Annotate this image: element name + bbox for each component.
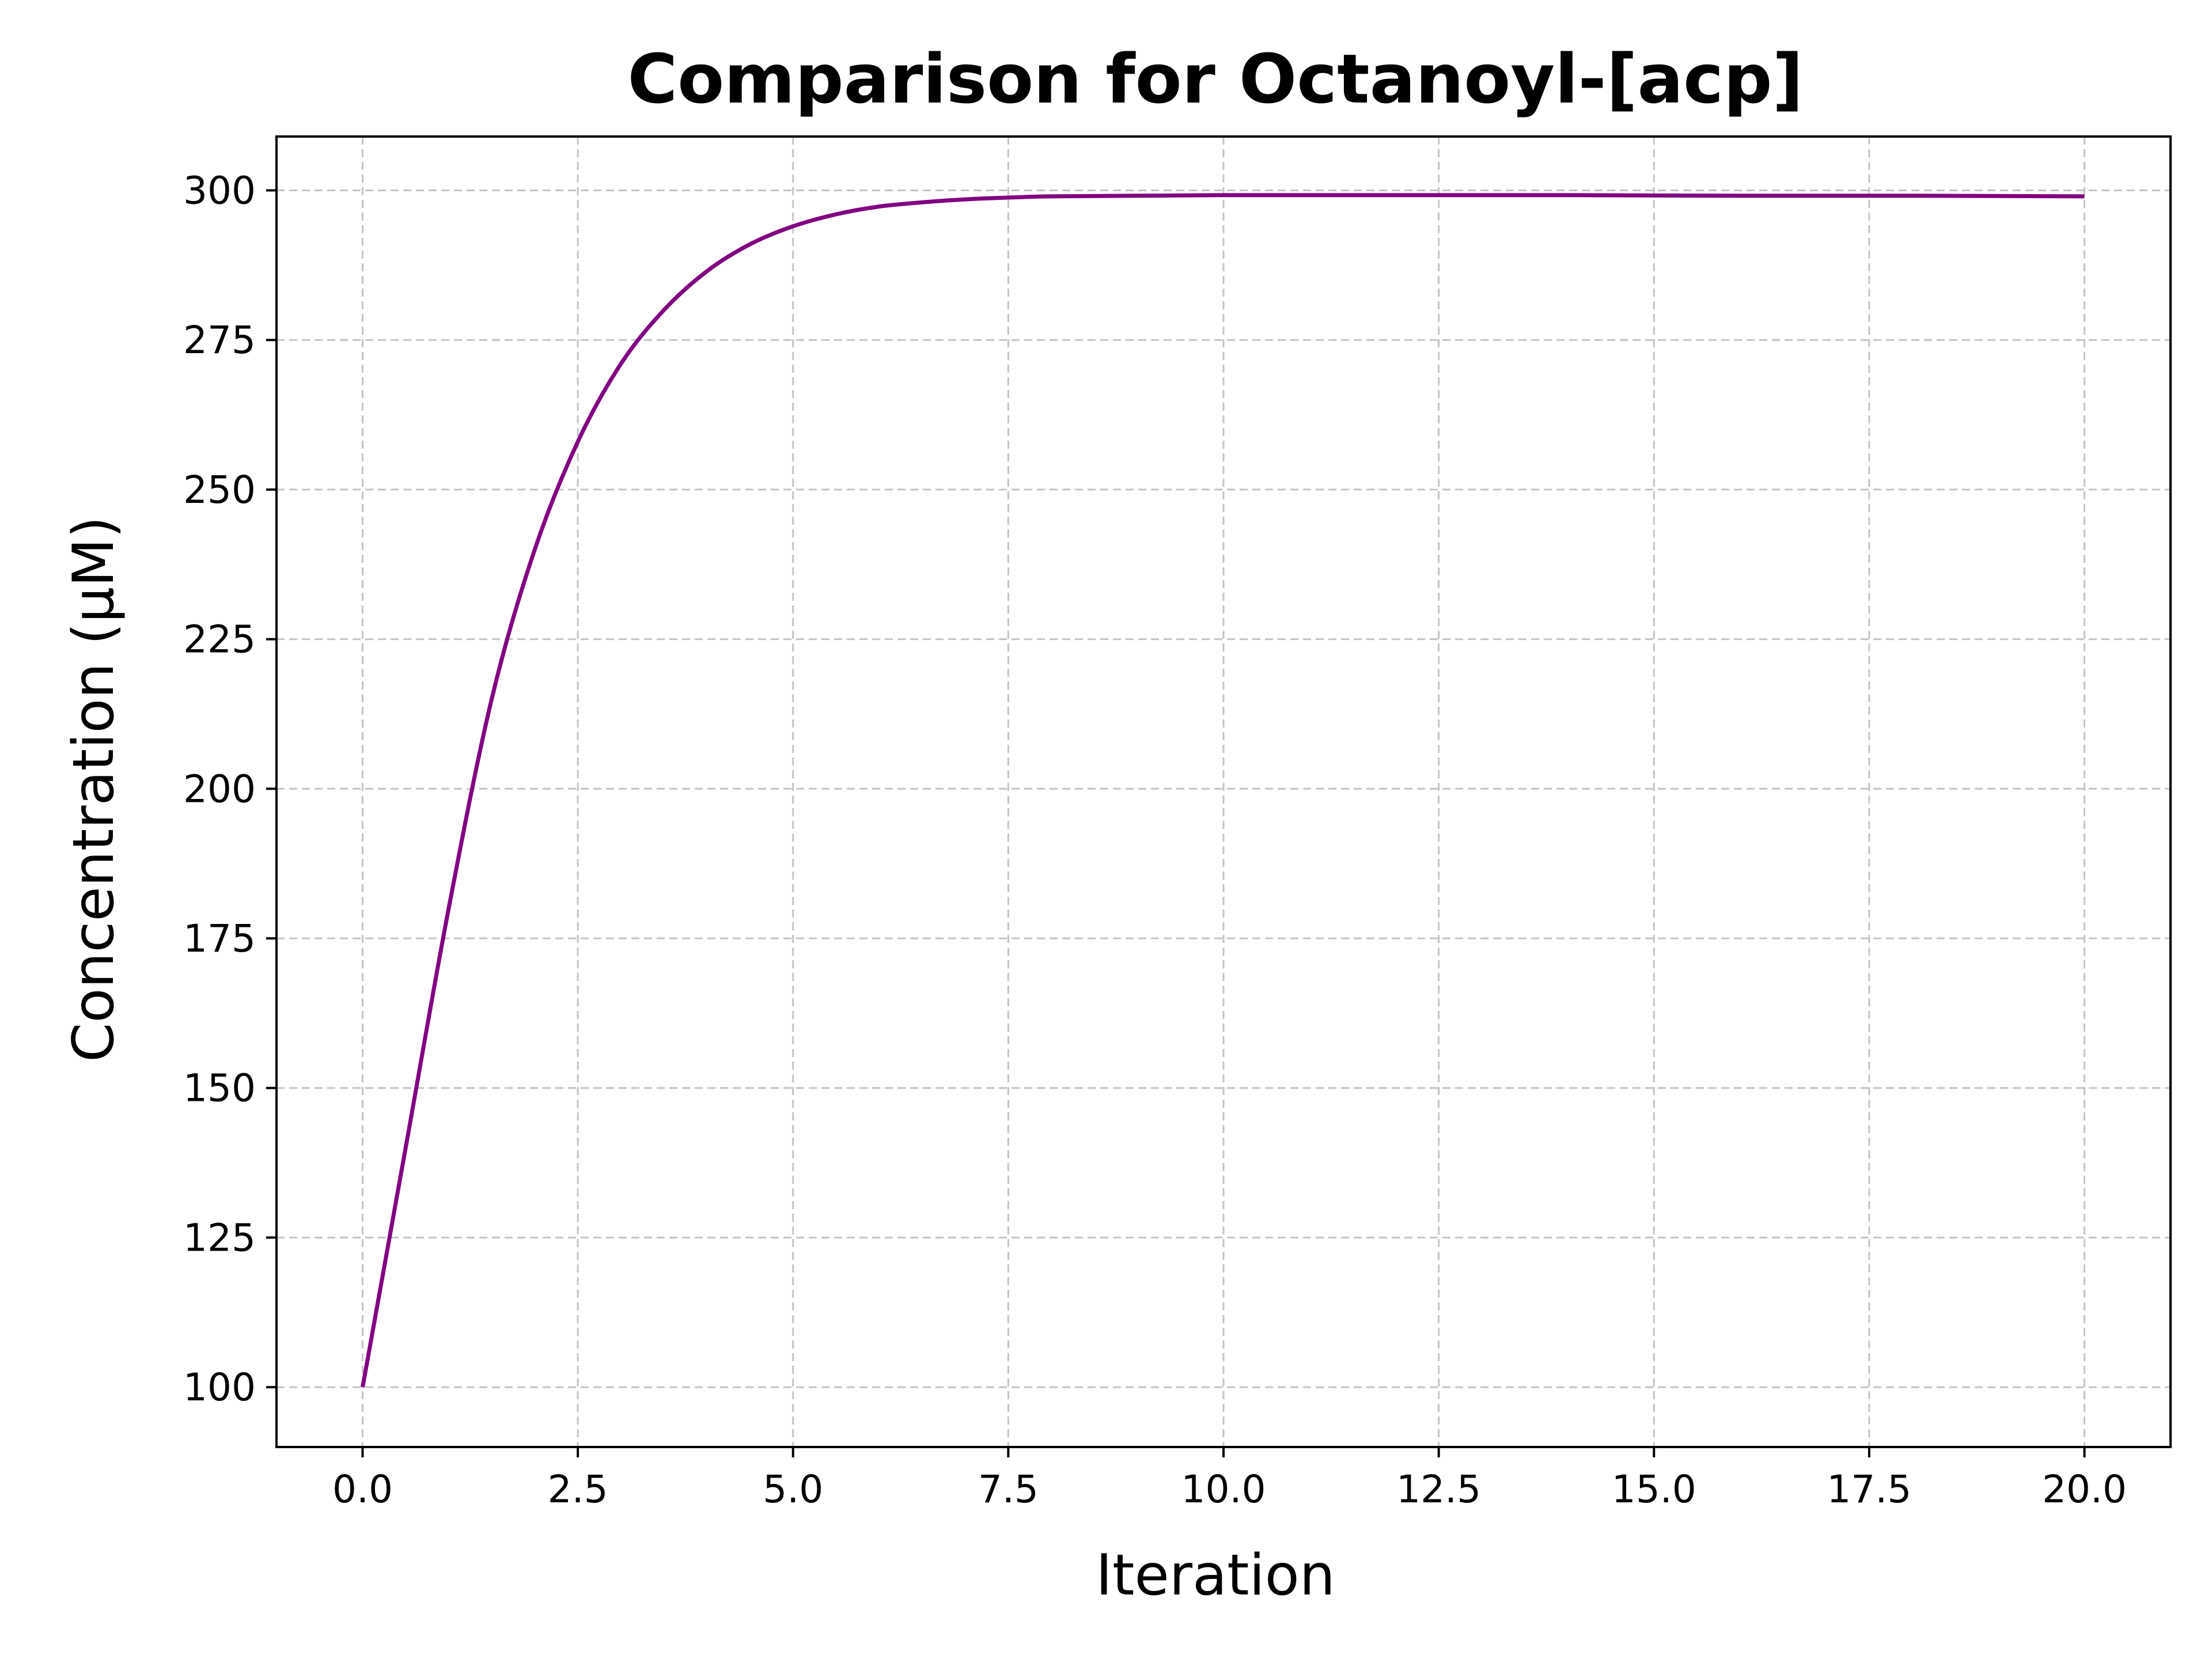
y-tick-label: 275 — [183, 318, 256, 362]
x-axis-label: Iteration — [1096, 1543, 1335, 1608]
x-tick-label: 2.5 — [548, 1467, 608, 1512]
y-tick-label: 300 — [183, 168, 256, 213]
x-tick-label: 7.5 — [978, 1467, 1039, 1512]
x-tick-label: 5.0 — [763, 1467, 823, 1512]
y-tick-label: 100 — [183, 1365, 256, 1410]
x-tick-label: 15.0 — [1612, 1467, 1696, 1512]
tick-layer: 0.0 2.5 5.0 7.5 10.0 12.5 15.0 17.5 20.0 100 125 15… — [183, 168, 2127, 1512]
x-tick-label: 10.0 — [1181, 1467, 1266, 1512]
series-line — [361, 193, 2085, 1388]
grid-layer — [276, 137, 2171, 1447]
chart-title: Comparison for Octanoyl-[acp] — [627, 39, 1803, 119]
y-tick-label: 225 — [183, 618, 256, 662]
series-layer — [361, 193, 2085, 1388]
y-tick-label: 150 — [183, 1066, 256, 1111]
x-tick-label: 12.5 — [1396, 1467, 1481, 1512]
x-tick-label: 0.0 — [332, 1467, 393, 1512]
x-tick-label: 17.5 — [1827, 1467, 1911, 1512]
y-tick-label: 125 — [183, 1215, 256, 1260]
x-tick-label: 20.0 — [2042, 1467, 2127, 1512]
y-axis-label: Concentration (μM) — [61, 516, 127, 1062]
y-tick-label: 250 — [183, 468, 256, 512]
y-tick-label: 200 — [183, 767, 256, 811]
y-tick-label: 175 — [183, 916, 256, 961]
